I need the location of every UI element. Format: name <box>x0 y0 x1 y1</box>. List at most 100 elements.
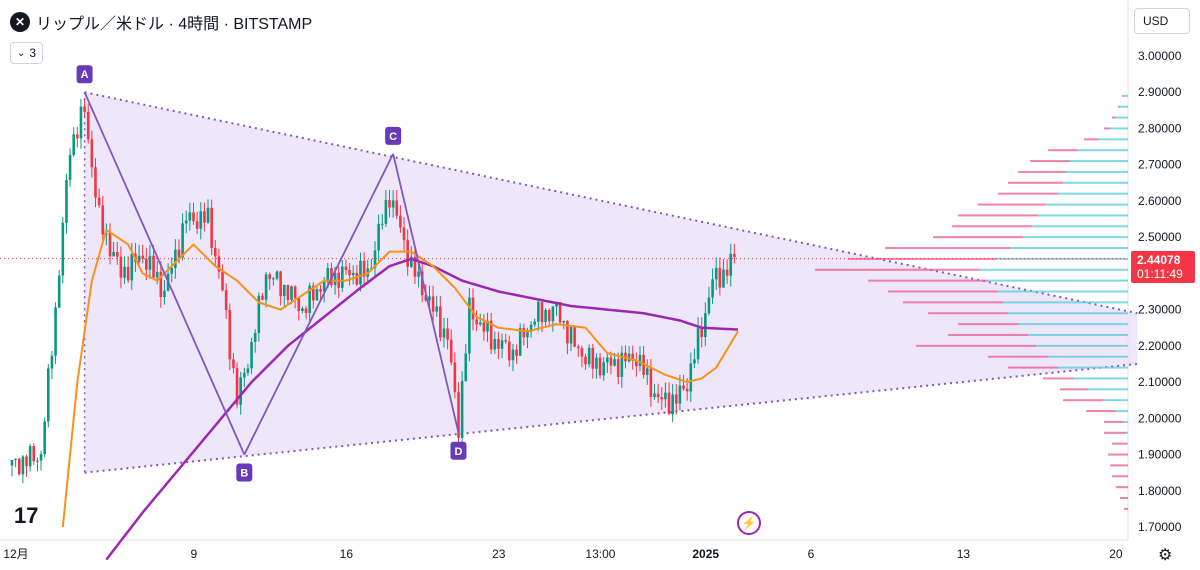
volume-profile-bar-down <box>958 214 1038 217</box>
pattern-point-D-marker[interactable] <box>450 441 467 460</box>
candle-body <box>192 212 195 222</box>
candle-body <box>115 251 119 257</box>
volume-profile-bar-down <box>1008 181 1063 184</box>
candle-body <box>101 205 105 235</box>
indicators-toggle-button[interactable]: ⌄ 3 <box>10 42 44 64</box>
volume-profile-bar-down <box>978 203 1046 206</box>
candle-body <box>279 271 282 297</box>
last-price-tag: 2.44078 01:11:49 <box>1131 251 1195 283</box>
candle-body <box>522 328 526 338</box>
candle-body <box>25 456 28 467</box>
triangle-lower-trendline[interactable] <box>84 362 1138 474</box>
candle-body <box>377 223 380 251</box>
volume-profile-bar-up <box>980 268 1128 271</box>
candle-body <box>224 290 228 311</box>
candle-body <box>656 393 660 398</box>
candle-body <box>645 368 649 375</box>
abcd-pattern-leg[interactable] <box>392 153 460 434</box>
volume-profile-bar-up <box>1073 377 1128 380</box>
candle-body <box>631 353 635 361</box>
tradingview-logo-icon[interactable]: 17 <box>14 503 39 528</box>
candle-body <box>609 357 613 366</box>
candle-body <box>105 233 108 235</box>
candle-body <box>711 279 714 298</box>
candle-body <box>682 385 685 389</box>
candle-body <box>159 271 163 298</box>
candle-body <box>68 154 72 180</box>
volume-profile-bar-up <box>1008 312 1128 315</box>
candle-body <box>163 290 166 298</box>
candle-body <box>17 458 21 475</box>
volume-profile-bar-down <box>1018 170 1066 173</box>
settings-gear-icon[interactable]: ⚙ <box>1158 547 1173 564</box>
x-axis-tick-label: 23 <box>492 547 506 561</box>
candle-body <box>301 308 304 312</box>
abcd-pattern-leg[interactable] <box>83 91 246 455</box>
moving-average-fast-line[interactable] <box>61 228 739 528</box>
candle-body <box>235 368 239 405</box>
volume-profile-bar-down <box>928 312 1008 315</box>
x-close-icon[interactable]: ✕ <box>10 12 30 32</box>
volume-profile-bar-down <box>1108 453 1128 456</box>
candle-body <box>733 253 736 258</box>
candle-body <box>384 199 388 224</box>
volume-profile-bar-down <box>888 290 998 293</box>
candle-body <box>72 134 76 155</box>
volume-profile-bar-up <box>1124 420 1128 423</box>
volume-profile-bar-down <box>1030 160 1070 163</box>
candle-body <box>47 368 50 422</box>
lightning-icon[interactable]: ⚡ <box>737 511 761 535</box>
candle-body <box>576 346 580 349</box>
volume-profile-bar-up <box>1058 366 1128 369</box>
x-axis-tick-label: 12月 <box>3 547 28 561</box>
candle-body <box>308 285 311 313</box>
candle-body <box>344 266 348 271</box>
volume-profile-bar-down <box>1120 497 1128 500</box>
candle-body <box>297 298 301 312</box>
candle-body <box>551 306 555 322</box>
y-axis-tick-label: 1.90000 <box>1138 448 1182 462</box>
symbol-title[interactable]: リップル／米ドル · 4時間 · BITSTAMP <box>36 16 313 33</box>
candle-countdown: 01:11:49 <box>1137 267 1183 281</box>
candle-body <box>322 281 326 292</box>
moving-average-slow-line[interactable] <box>105 257 739 561</box>
candle-body <box>493 339 497 350</box>
candle-body <box>649 368 653 397</box>
candle-body <box>685 388 689 392</box>
x-axis-tick-label: 6 <box>808 547 815 561</box>
candle-body <box>562 321 566 323</box>
candle-body <box>526 331 529 338</box>
candle-body <box>420 271 424 296</box>
candle-body <box>693 359 696 364</box>
volume-profile-bar-up <box>1123 94 1128 97</box>
candle-body <box>714 267 718 280</box>
candle-body <box>704 313 707 337</box>
volume-profile-bar-down <box>933 236 1023 239</box>
candle-body <box>671 394 674 415</box>
pattern-point-A-marker[interactable] <box>76 65 93 84</box>
x-axis-tick-label: 20 <box>1109 547 1123 561</box>
candle-body <box>428 296 431 301</box>
volume-profile-bar-down <box>1104 431 1126 434</box>
candle-body <box>504 340 507 342</box>
volume-profile-bar-down <box>868 279 988 282</box>
candle-body <box>351 272 355 276</box>
pattern-point-C-marker[interactable] <box>385 126 402 145</box>
candle-body <box>79 106 83 139</box>
y-axis-tick-label: 2.50000 <box>1138 230 1182 244</box>
abcd-pattern-leg[interactable] <box>243 153 394 455</box>
candle-body <box>718 267 722 288</box>
candle-body <box>184 220 188 224</box>
volume-profile-bar-down <box>815 268 980 271</box>
volume-profile-bar-up <box>1127 442 1128 445</box>
pattern-point-B-marker[interactable] <box>236 463 253 482</box>
volume-profile-bar-up <box>1120 105 1128 108</box>
volume-profile-bar-up <box>1003 301 1128 304</box>
volume-profile-bar-up <box>1046 203 1128 206</box>
currency-button[interactable]: USD <box>1134 8 1190 34</box>
candle-body <box>65 179 68 223</box>
candle-body <box>39 454 43 461</box>
x-axis-tick-label: 2025 <box>692 547 719 561</box>
candle-body <box>359 260 362 285</box>
